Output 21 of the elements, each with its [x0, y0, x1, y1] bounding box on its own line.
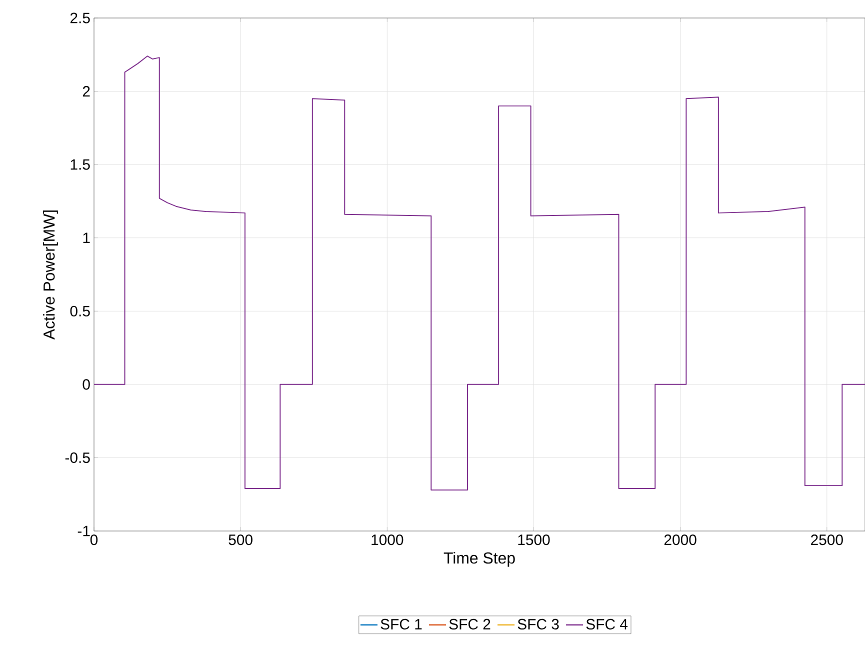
- y-tick-label: 0: [82, 379, 90, 390]
- x-tick-label: 2500: [811, 534, 843, 546]
- x-tick-label: 2000: [664, 534, 696, 546]
- x-tick-label: 500: [228, 534, 252, 546]
- y-tick-label: 2.5: [70, 12, 90, 24]
- y-tick-label: 2: [82, 86, 90, 96]
- legend-label: SFC 1: [380, 618, 422, 630]
- legend-label: SFC 3: [518, 618, 559, 630]
- y-tick-label: -0.5: [65, 452, 90, 463]
- y-tick-label: 1.5: [70, 159, 90, 170]
- y-tick-label: -1: [78, 526, 90, 536]
- x-tick-label: 0: [90, 534, 98, 546]
- x-tick-label: 1000: [372, 534, 404, 546]
- y-tick-label: 1: [83, 232, 90, 243]
- legend-label: SFC 4: [586, 618, 628, 630]
- legend-label: SFC 2: [449, 618, 490, 630]
- y-axis-title: Active Power[MW]: [43, 210, 58, 340]
- x-tick-label: 1500: [518, 534, 550, 546]
- line-series: [94, 56, 865, 490]
- x-axis-title: Time Step: [444, 552, 515, 567]
- y-tick-label: 0.5: [70, 306, 90, 316]
